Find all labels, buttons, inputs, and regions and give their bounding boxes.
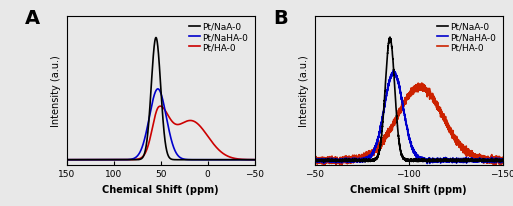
Y-axis label: Intensity (a.u.): Intensity (a.u.) — [299, 55, 309, 126]
Legend: Pt/NaA-0, Pt/NaHA-0, Pt/HA-0: Pt/NaA-0, Pt/NaHA-0, Pt/HA-0 — [435, 21, 498, 54]
X-axis label: Chemical Shift (ppm): Chemical Shift (ppm) — [350, 184, 467, 194]
Text: A: A — [25, 9, 41, 28]
Y-axis label: Intensity (a.u.): Intensity (a.u.) — [51, 55, 61, 126]
X-axis label: Chemical Shift (ppm): Chemical Shift (ppm) — [103, 184, 219, 194]
Text: B: B — [273, 9, 288, 28]
Legend: Pt/NaA-0, Pt/NaHA-0, Pt/HA-0: Pt/NaA-0, Pt/NaHA-0, Pt/HA-0 — [187, 21, 250, 54]
